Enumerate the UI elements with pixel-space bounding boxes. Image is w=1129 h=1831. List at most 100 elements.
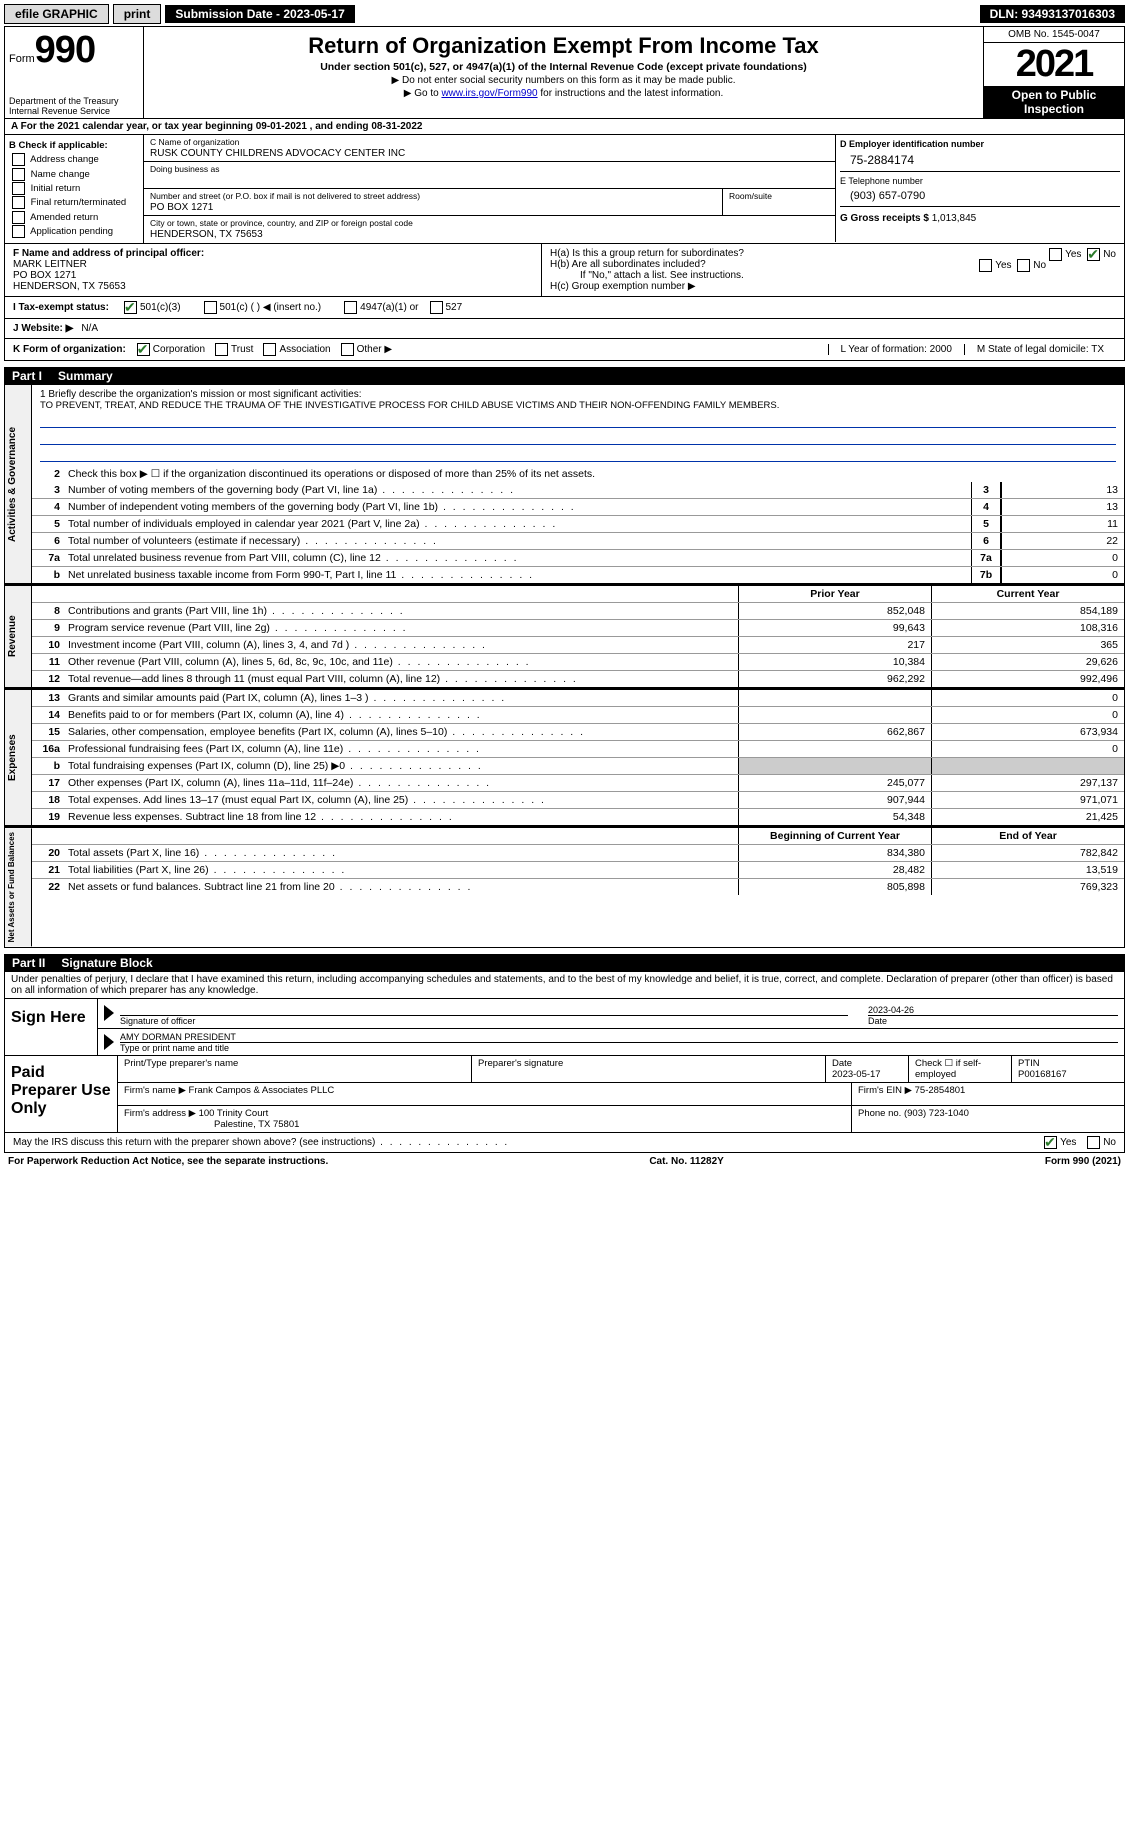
- chk-corp[interactable]: [137, 343, 150, 356]
- discuss-no[interactable]: [1087, 1136, 1100, 1149]
- table-row: 8 Contributions and grants (Part VIII, l…: [32, 603, 1124, 620]
- b-header: B Check if applicable:: [9, 139, 139, 152]
- col-end: End of Year: [931, 828, 1124, 844]
- part1-title: Summary: [58, 369, 113, 383]
- phone-value: (903) 657-0790: [840, 186, 1120, 206]
- subtitle-2: ▶ Do not enter social security numbers o…: [148, 75, 979, 86]
- firm-name: Frank Campos & Associates PLLC: [189, 1085, 335, 1096]
- page-footer: For Paperwork Reduction Act Notice, see …: [4, 1153, 1125, 1170]
- ein-value: 75-2884174: [840, 149, 1120, 171]
- chk-4947[interactable]: [344, 301, 357, 314]
- table-row: 16a Professional fundraising fees (Part …: [32, 741, 1124, 758]
- sig-officer-label: Signature of officer: [120, 1016, 848, 1026]
- goto-post: for instructions and the latest informat…: [538, 88, 724, 99]
- opt-trust: Trust: [231, 344, 253, 355]
- preparer-title: Paid Preparer Use Only: [5, 1056, 118, 1132]
- chk-amended[interactable]: Amended return: [9, 211, 139, 224]
- ha-label: H(a) Is this a group return for subordin…: [550, 248, 744, 259]
- table-row: 17 Other expenses (Part IX, column (A), …: [32, 775, 1124, 792]
- ha-no[interactable]: [1087, 248, 1100, 261]
- c-label: C Name of organization: [150, 137, 829, 147]
- arrow-icon: [104, 1005, 114, 1021]
- phone-cell: E Telephone number (903) 657-0790: [840, 171, 1120, 206]
- subtitle-1: Under section 501(c), 527, or 4947(a)(1)…: [148, 61, 979, 73]
- room-label: Room/suite: [729, 191, 829, 201]
- print-button[interactable]: print: [113, 4, 162, 24]
- ptin-value: P00168167: [1018, 1069, 1067, 1080]
- open-public-badge: Open to Public Inspection: [984, 86, 1124, 118]
- hb-no[interactable]: [1017, 259, 1030, 272]
- firm-phone: (903) 723-1040: [904, 1108, 969, 1119]
- chk-application-pending[interactable]: Application pending: [9, 225, 139, 238]
- opt-501c: 501(c) ( ) ◀ (insert no.): [220, 302, 322, 313]
- chk-final-return[interactable]: Final return/terminated: [9, 196, 139, 209]
- officer-name: MARK LEITNER: [13, 259, 533, 270]
- dba-label: Doing business as: [150, 164, 829, 174]
- firm-addr-label: Firm's address ▶: [124, 1108, 196, 1119]
- table-row: 22 Net assets or fund balances. Subtract…: [32, 879, 1124, 895]
- org-city: HENDERSON, TX 75653: [150, 229, 829, 240]
- sig-date-label: Date: [868, 1016, 1118, 1026]
- chk-501c[interactable]: [204, 301, 217, 314]
- table-row: 5 Total number of individuals employed i…: [32, 516, 1124, 533]
- dln-label: DLN: 93493137016303: [980, 5, 1125, 23]
- mission-box: 1 Briefly describe the organization's mi…: [32, 385, 1124, 466]
- efile-button[interactable]: efile GRAPHIC: [4, 4, 109, 24]
- hb-yes[interactable]: [979, 259, 992, 272]
- submission-date: Submission Date - 2023-05-17: [165, 5, 354, 23]
- part2-title: Signature Block: [61, 956, 152, 970]
- table-row: 12 Total revenue—add lines 8 through 11 …: [32, 671, 1124, 687]
- k-form-row: K Form of organization: Corporation Trus…: [4, 339, 1125, 361]
- revenue-table: Revenue Prior Year Current Year 8 Contri…: [4, 584, 1125, 688]
- form-header: Form990 Department of the Treasury Inter…: [4, 26, 1125, 119]
- chk-address-change[interactable]: Address change: [9, 153, 139, 166]
- prep-name-label: Print/Type preparer's name: [118, 1056, 472, 1082]
- section-bcd: B Check if applicable: Address change Na…: [4, 135, 1125, 244]
- table-row: 18 Total expenses. Add lines 13–17 (must…: [32, 792, 1124, 809]
- col-begin: Beginning of Current Year: [738, 828, 931, 844]
- discuss-yes[interactable]: [1044, 1136, 1057, 1149]
- g-label: G Gross receipts $: [840, 213, 929, 224]
- tab-governance: Activities & Governance: [5, 385, 32, 583]
- opt-4947: 4947(a)(1) or: [360, 302, 418, 313]
- f-label: F Name and address of principal officer:: [13, 248, 533, 259]
- j-label: J Website: ▶: [13, 323, 73, 334]
- firm-addr1: 100 Trinity Court: [199, 1108, 269, 1119]
- opt-other: Other ▶: [357, 344, 392, 355]
- form-title: Return of Organization Exempt From Incom…: [148, 33, 979, 59]
- firm-phone-label: Phone no.: [858, 1108, 901, 1119]
- tax-year: 2021: [984, 43, 1124, 86]
- table-row: 13 Grants and similar amounts paid (Part…: [32, 690, 1124, 707]
- goto-pre: ▶ Go to: [404, 88, 442, 99]
- chk-other[interactable]: [341, 343, 354, 356]
- d-label: D Employer identification number: [840, 139, 1120, 149]
- chk-trust[interactable]: [215, 343, 228, 356]
- org-name-cell: C Name of organization RUSK COUNTY CHILD…: [144, 135, 835, 162]
- website-row: J Website: ▶ N/A: [4, 319, 1125, 339]
- address-cell: Number and street (or P.O. box if mail i…: [144, 189, 835, 216]
- row-a-calendar: A For the 2021 calendar year, or tax yea…: [4, 119, 1125, 135]
- ptin-label: PTIN: [1018, 1058, 1040, 1069]
- officer-addr1: PO BOX 1271: [13, 270, 533, 281]
- city-label: City or town, state or province, country…: [150, 218, 829, 228]
- chk-initial-return[interactable]: Initial return: [9, 182, 139, 195]
- table-row: 14 Benefits paid to or for members (Part…: [32, 707, 1124, 724]
- table-row: 21 Total liabilities (Part X, line 26) 2…: [32, 862, 1124, 879]
- table-row: 19 Revenue less expenses. Subtract line …: [32, 809, 1124, 825]
- ha-yes[interactable]: [1049, 248, 1062, 261]
- gross-value: 1,013,845: [932, 213, 977, 224]
- netassets-table: Net Assets or Fund Balances Beginning of…: [4, 826, 1125, 947]
- chk-527[interactable]: [430, 301, 443, 314]
- tab-revenue: Revenue: [5, 586, 32, 687]
- chk-assoc[interactable]: [263, 343, 276, 356]
- chk-name-change[interactable]: Name change: [9, 168, 139, 181]
- e-label: E Telephone number: [840, 176, 1120, 186]
- subtitle-3: ▶ Go to www.irs.gov/Form990 for instruct…: [148, 88, 979, 99]
- chk-501c3[interactable]: [124, 301, 137, 314]
- table-row: 10 Investment income (Part VIII, column …: [32, 637, 1124, 654]
- table-row: 6 Total number of volunteers (estimate i…: [32, 533, 1124, 550]
- irs-link[interactable]: www.irs.gov/Form990: [441, 88, 537, 99]
- i-label: I Tax-exempt status:: [13, 302, 109, 313]
- ha-row: H(a) Is this a group return for subordin…: [550, 248, 1116, 259]
- org-address: PO BOX 1271: [150, 202, 716, 213]
